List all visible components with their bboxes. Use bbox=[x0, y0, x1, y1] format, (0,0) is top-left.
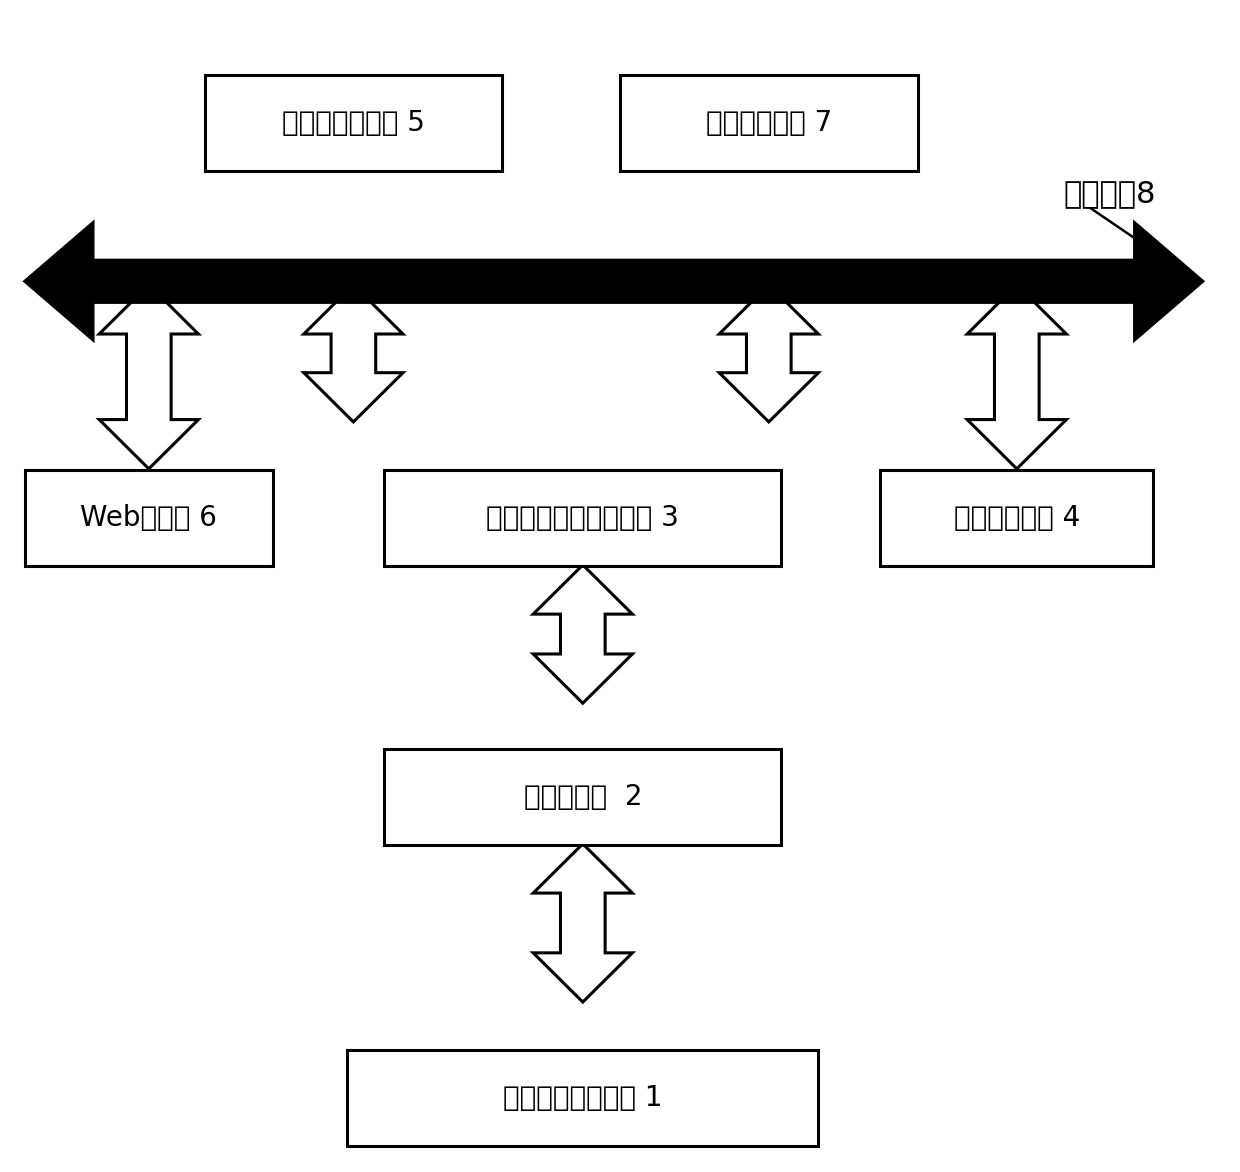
Polygon shape bbox=[533, 565, 632, 703]
Text: 业务信息服务器 5: 业务信息服务器 5 bbox=[281, 109, 425, 137]
Bar bbox=[620, 75, 918, 171]
Text: 通信服务器  2: 通信服务器 2 bbox=[523, 783, 642, 811]
Polygon shape bbox=[304, 285, 403, 422]
Bar bbox=[384, 470, 781, 566]
Polygon shape bbox=[99, 285, 198, 469]
Bar bbox=[384, 749, 781, 845]
Polygon shape bbox=[533, 844, 632, 1002]
Text: 数据总线8: 数据总线8 bbox=[1064, 179, 1156, 207]
Polygon shape bbox=[25, 223, 1203, 340]
Text: 用电信息采集系统 1: 用电信息采集系统 1 bbox=[503, 1084, 662, 1112]
Polygon shape bbox=[719, 285, 818, 422]
Polygon shape bbox=[967, 285, 1066, 469]
Bar bbox=[25, 470, 273, 566]
Text: 工作站计算机 7: 工作站计算机 7 bbox=[706, 109, 832, 137]
Text: Web服务器 6: Web服务器 6 bbox=[81, 504, 217, 532]
Bar bbox=[347, 1050, 818, 1146]
Text: 数据库服务器 4: 数据库服务器 4 bbox=[954, 504, 1080, 532]
Text: 数据收集和分析服务器 3: 数据收集和分析服务器 3 bbox=[486, 504, 680, 532]
Bar bbox=[205, 75, 502, 171]
Bar bbox=[880, 470, 1153, 566]
